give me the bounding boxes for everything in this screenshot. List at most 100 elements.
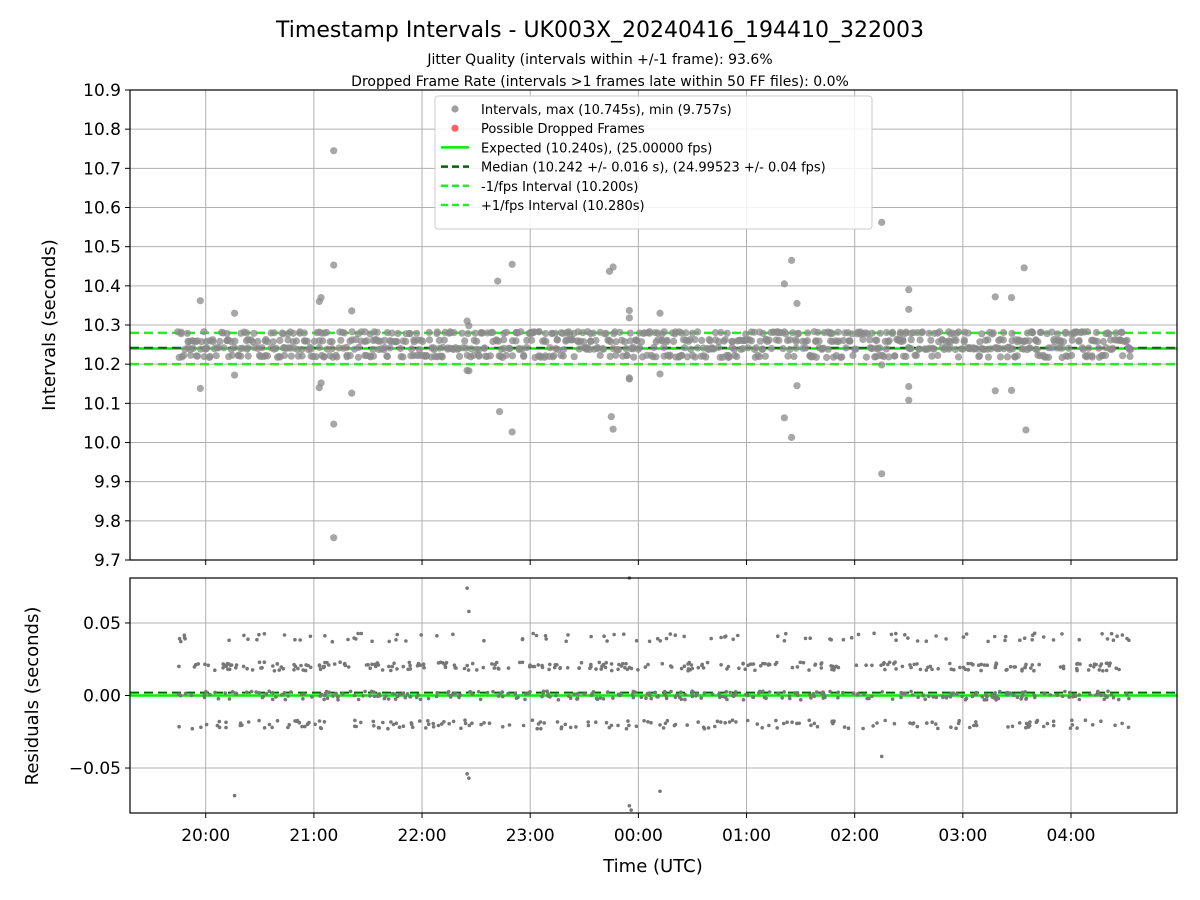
residual-point xyxy=(475,668,479,672)
residual-point xyxy=(971,662,975,667)
residual-point xyxy=(682,634,686,639)
chart-subtitle-jitter: Jitter Quality (intervals within +/-1 fr… xyxy=(426,52,772,68)
interval-outlier-point xyxy=(330,420,338,428)
residual-point xyxy=(589,662,593,667)
interval-point xyxy=(663,337,671,346)
interval-point xyxy=(223,329,231,338)
residual-point xyxy=(892,721,897,726)
residual-point xyxy=(687,660,692,665)
interval-point xyxy=(276,336,284,344)
interval-point xyxy=(270,329,278,337)
residual-point xyxy=(832,665,837,670)
residual-point xyxy=(723,721,727,725)
interval-point xyxy=(912,351,920,359)
residual-point xyxy=(864,663,868,667)
residual-point xyxy=(721,694,725,699)
interval-point xyxy=(1075,337,1083,345)
interval-point xyxy=(1034,338,1042,346)
residual-point xyxy=(689,663,694,667)
interval-outlier-point xyxy=(508,260,516,268)
residual-point xyxy=(819,666,824,670)
legend-label: Possible Dropped Frames xyxy=(481,122,645,137)
interval-point xyxy=(500,336,508,344)
interval-point xyxy=(907,336,915,344)
residual-point xyxy=(761,661,765,666)
interval-point xyxy=(315,343,323,352)
residual-point xyxy=(753,668,757,673)
residual-point xyxy=(408,663,412,668)
residual-point xyxy=(665,718,670,723)
interval-point xyxy=(607,338,615,346)
residual-point xyxy=(604,720,609,725)
residual-point xyxy=(949,667,954,671)
interval-point xyxy=(823,353,831,361)
residual-point xyxy=(353,718,357,723)
interval-point xyxy=(803,337,812,345)
interval-point xyxy=(187,351,195,359)
residual-point xyxy=(871,724,875,728)
residual-point xyxy=(457,695,461,700)
interval-point xyxy=(1101,351,1110,359)
residual-point xyxy=(961,665,966,670)
residual-point xyxy=(453,665,458,670)
residual-point xyxy=(1127,696,1131,701)
interval-outlier-point xyxy=(793,382,801,390)
interval-point xyxy=(1026,344,1034,352)
residual-point xyxy=(992,634,997,639)
residual-point xyxy=(599,667,603,671)
interval-point xyxy=(915,345,923,353)
interval-point xyxy=(626,329,635,337)
residual-point xyxy=(352,693,357,698)
residual-point xyxy=(216,696,221,701)
residual-point xyxy=(1099,719,1103,723)
interval-point xyxy=(742,330,750,338)
interval-point xyxy=(292,337,300,345)
interval-point xyxy=(263,352,272,360)
residual-point xyxy=(546,691,550,696)
interval-point xyxy=(298,345,306,353)
residual-point xyxy=(724,634,728,638)
residual-point xyxy=(894,631,898,636)
residual-point xyxy=(679,666,684,671)
bottom-residual-series xyxy=(176,631,1131,731)
residual-point xyxy=(1030,638,1034,642)
interval-outlier-point xyxy=(780,414,788,422)
residual-point xyxy=(548,662,552,667)
residual-point xyxy=(892,661,896,666)
interval-point xyxy=(383,352,392,361)
residual-point xyxy=(227,638,231,643)
interval-point xyxy=(602,329,610,337)
interval-point xyxy=(828,329,837,337)
residual-point xyxy=(603,665,608,670)
residual-point xyxy=(882,661,886,665)
residual-point xyxy=(459,726,463,731)
residual-point xyxy=(1083,718,1088,722)
interval-point xyxy=(237,352,245,360)
interval-outlier-point xyxy=(330,534,338,542)
residual-point xyxy=(330,639,335,644)
residual-point xyxy=(233,691,238,696)
residual-point xyxy=(405,692,410,696)
residual-point xyxy=(307,720,311,725)
interval-point xyxy=(616,328,624,336)
residual-point xyxy=(627,665,632,670)
residual-point xyxy=(203,662,207,667)
residual-point xyxy=(463,721,468,726)
interval-point xyxy=(1095,344,1103,352)
residual-point xyxy=(485,690,490,695)
interval-point xyxy=(755,353,764,361)
residual-point xyxy=(683,697,687,702)
interval-point xyxy=(1048,344,1056,352)
residual-point xyxy=(1113,723,1117,728)
residual-point xyxy=(616,667,620,672)
residual-point xyxy=(605,639,609,643)
residual-point xyxy=(841,637,846,642)
residual-point xyxy=(532,664,537,669)
residual-point xyxy=(514,696,519,700)
residual-point xyxy=(1041,635,1046,639)
interval-outlier-point xyxy=(878,361,886,369)
residual-point xyxy=(934,695,939,700)
interval-point xyxy=(888,329,897,338)
residual-outlier-point xyxy=(879,754,884,759)
residual-point xyxy=(204,722,209,727)
